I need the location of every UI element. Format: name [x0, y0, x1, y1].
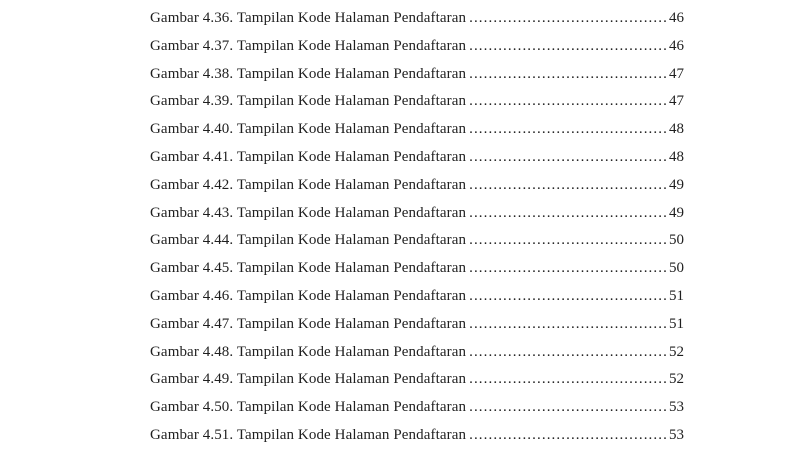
- toc-entry-label: Gambar 4.39. Tampilan Kode Halaman Penda…: [150, 93, 467, 110]
- toc-entry-page-number: 53: [669, 426, 684, 443]
- toc-entry-label: Gambar 4.41. Tampilan Kode Halaman Penda…: [150, 148, 467, 165]
- dot-leader: [469, 422, 669, 450]
- toc-entry: Gambar 4.38. Tampilan Kode Halaman Penda…: [150, 61, 684, 89]
- dot-leader: [469, 172, 669, 200]
- toc-entry-label: Gambar 4.44. Tampilan Kode Halaman Penda…: [150, 232, 467, 249]
- toc-entry: Gambar 4.37. Tampilan Kode Halaman Penda…: [150, 33, 684, 61]
- toc-entry-label: Gambar 4.47. Tampilan Kode Halaman Penda…: [150, 315, 467, 332]
- toc-entry-page-number: 49: [669, 204, 684, 221]
- toc-entry: Gambar 4.51. Tampilan Kode Halaman Penda…: [150, 422, 684, 450]
- toc-entry-label: Gambar 4.51. Tampilan Kode Halaman Penda…: [150, 426, 467, 443]
- dot-leader: [469, 366, 669, 394]
- dot-leader: [469, 5, 669, 33]
- dot-leader: [469, 33, 669, 61]
- toc-entry: Gambar 4.43. Tampilan Kode Halaman Penda…: [150, 200, 684, 228]
- toc-entry-page-number: 52: [669, 371, 684, 388]
- toc-entry-label: Gambar 4.38. Tampilan Kode Halaman Penda…: [150, 65, 467, 82]
- toc-entry-page-number: 50: [669, 260, 684, 277]
- toc-entry: Gambar 4.48. Tampilan Kode Halaman Penda…: [150, 339, 684, 367]
- dot-leader: [469, 255, 669, 283]
- toc-entry-page-number: 50: [669, 232, 684, 249]
- toc-entry: Gambar 4.50. Tampilan Kode Halaman Penda…: [150, 394, 684, 422]
- toc-entry-page-number: 48: [669, 148, 684, 165]
- toc-entry: Gambar 4.39. Tampilan Kode Halaman Penda…: [150, 88, 684, 116]
- toc-entry: Gambar 4.42. Tampilan Kode Halaman Penda…: [150, 172, 684, 200]
- toc-entry-label: Gambar 4.48. Tampilan Kode Halaman Penda…: [150, 343, 467, 360]
- toc-entry-page-number: 51: [669, 287, 684, 304]
- toc-entry: Gambar 4.41. Tampilan Kode Halaman Penda…: [150, 144, 684, 172]
- list-of-figures: Gambar 4.36. Tampilan Kode Halaman Penda…: [150, 5, 684, 450]
- toc-entry-label: Gambar 4.46. Tampilan Kode Halaman Penda…: [150, 287, 467, 304]
- toc-entry-label: Gambar 4.40. Tampilan Kode Halaman Penda…: [150, 121, 467, 138]
- toc-entry-label: Gambar 4.45. Tampilan Kode Halaman Penda…: [150, 260, 467, 277]
- dot-leader: [469, 200, 669, 228]
- dot-leader: [469, 144, 669, 172]
- dot-leader: [469, 116, 669, 144]
- toc-entry: Gambar 4.45. Tampilan Kode Halaman Penda…: [150, 255, 684, 283]
- toc-entry-page-number: 46: [669, 10, 684, 26]
- toc-entry-page-number: 47: [669, 65, 684, 82]
- dot-leader: [469, 61, 669, 89]
- toc-entry: Gambar 4.40. Tampilan Kode Halaman Penda…: [150, 116, 684, 144]
- toc-entry-label: Gambar 4.49. Tampilan Kode Halaman Penda…: [150, 371, 467, 388]
- toc-entry-page-number: 47: [669, 93, 684, 110]
- dot-leader: [469, 394, 669, 422]
- toc-entry-page-number: 48: [669, 121, 684, 138]
- toc-entry-label: Gambar 4.36. Tampilan Kode Halaman Penda…: [150, 10, 467, 26]
- dot-leader: [469, 283, 669, 311]
- toc-entry: Gambar 4.36. Tampilan Kode Halaman Penda…: [150, 5, 684, 33]
- toc-entry-page-number: 46: [669, 37, 684, 54]
- dot-leader: [469, 88, 669, 116]
- toc-entry-page-number: 49: [669, 176, 684, 193]
- dot-leader: [469, 311, 669, 339]
- dot-leader: [469, 339, 669, 367]
- toc-entry-page-number: 53: [669, 399, 684, 416]
- toc-entry: Gambar 4.49. Tampilan Kode Halaman Penda…: [150, 366, 684, 394]
- toc-entry: Gambar 4.46. Tampilan Kode Halaman Penda…: [150, 283, 684, 311]
- toc-entry-label: Gambar 4.37. Tampilan Kode Halaman Penda…: [150, 37, 467, 54]
- toc-entry: Gambar 4.44. Tampilan Kode Halaman Penda…: [150, 227, 684, 255]
- toc-entry-label: Gambar 4.43. Tampilan Kode Halaman Penda…: [150, 204, 467, 221]
- toc-entry: Gambar 4.47. Tampilan Kode Halaman Penda…: [150, 311, 684, 339]
- toc-entry-label: Gambar 4.50. Tampilan Kode Halaman Penda…: [150, 399, 467, 416]
- toc-entry-page-number: 51: [669, 315, 684, 332]
- dot-leader: [469, 227, 669, 255]
- toc-entry-label: Gambar 4.42. Tampilan Kode Halaman Penda…: [150, 176, 467, 193]
- toc-entry-page-number: 52: [669, 343, 684, 360]
